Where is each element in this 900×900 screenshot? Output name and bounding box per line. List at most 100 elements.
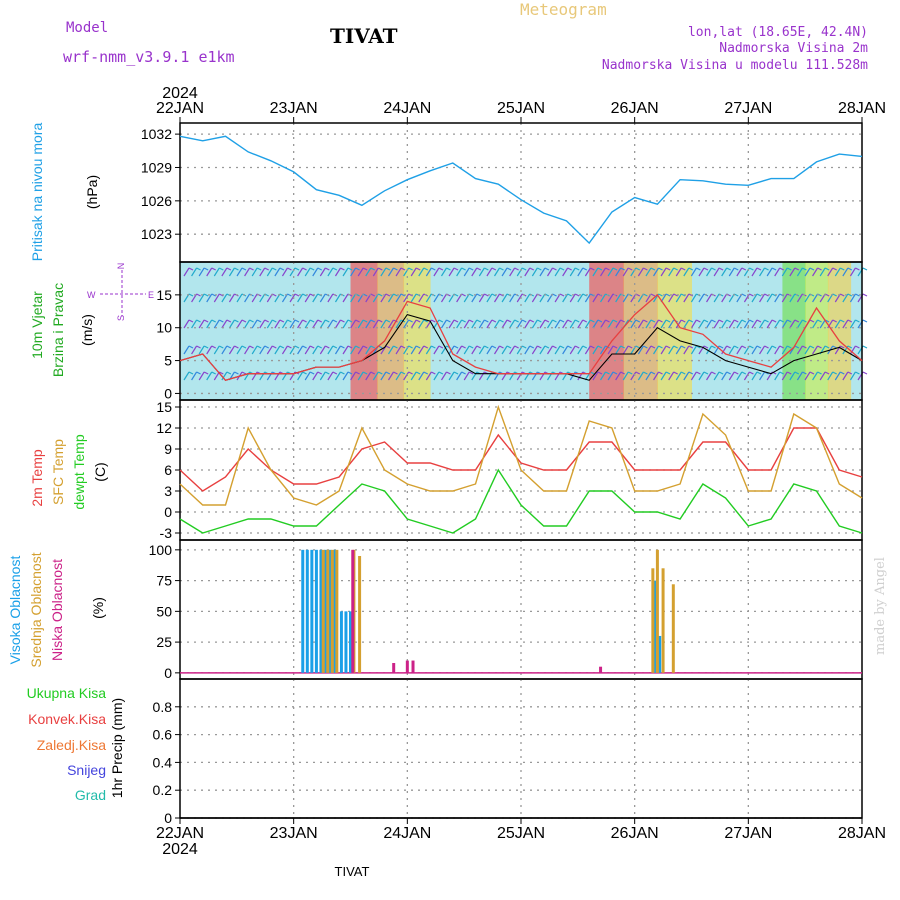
wind-barb	[448, 371, 455, 381]
y-label-precip-0: Ukupna Kisa	[27, 685, 107, 701]
temperature-series-1	[179, 404, 863, 506]
wind-barb	[340, 267, 345, 271]
compass-west: W	[87, 290, 96, 300]
wind-barb	[728, 371, 735, 381]
cloud-bar	[301, 549, 305, 673]
wind-barb	[630, 293, 637, 303]
wind-barb	[259, 345, 266, 355]
wind-barb	[736, 371, 743, 381]
wind-barb	[706, 345, 713, 355]
wind-barb	[340, 319, 345, 323]
wind-barb	[766, 267, 773, 277]
wind-barb	[491, 293, 497, 297]
wind-barb	[211, 267, 216, 271]
wind-barb	[605, 371, 610, 375]
wind-barb	[675, 267, 682, 277]
wind-barb	[332, 267, 338, 271]
wind-barb	[431, 319, 436, 323]
wind-barb	[334, 319, 341, 329]
y-tick-label: 12	[156, 420, 172, 436]
wind-barb	[741, 267, 747, 271]
wind-barb	[211, 345, 216, 349]
wind-barb	[796, 293, 803, 303]
wind-barb	[196, 371, 201, 375]
wind-barb	[779, 319, 784, 323]
wind-barb	[544, 319, 550, 323]
wind-barb	[759, 319, 766, 329]
wind-barb	[690, 267, 697, 277]
model-elevation-text: Nadmorska Visina u modelu 111.528m	[601, 58, 868, 73]
wind-barb	[372, 371, 379, 381]
wind-barb	[433, 319, 440, 329]
wind-barb	[400, 293, 406, 297]
y-label-dewpt: dewpt Temp	[71, 434, 87, 509]
wind-barb	[357, 319, 364, 329]
wind-barb	[251, 267, 258, 277]
wind-barb	[350, 371, 357, 381]
wind-barb	[574, 267, 580, 271]
y-tick-label: 6	[164, 462, 172, 478]
wind-barb	[423, 267, 429, 271]
wind-barb	[385, 267, 391, 271]
wind-barb	[546, 267, 554, 277]
wind-barb	[456, 371, 463, 381]
compass-north: N	[116, 263, 126, 270]
wind-barb	[317, 319, 323, 323]
y-label-cloud-unit: (%)	[90, 597, 106, 619]
wind-barb	[577, 293, 584, 303]
wind-barb	[478, 345, 485, 355]
wind-barb	[630, 371, 637, 381]
wind-barb	[529, 345, 535, 349]
wind-barb	[403, 371, 410, 381]
wind-barb	[380, 371, 387, 381]
wind-barb	[832, 345, 837, 349]
wind-barb	[234, 319, 239, 323]
cloud-bar	[351, 549, 355, 673]
wind-barb	[236, 293, 243, 303]
coords-text: lon,lat (18.65E, 42.4N)	[687, 25, 868, 40]
cloud-bar	[323, 549, 327, 673]
y-tick-label: -3	[160, 525, 173, 541]
wind-barb	[751, 319, 758, 329]
wind-shading-band	[403, 262, 431, 400]
cloud-bar	[651, 568, 655, 673]
wind-barb	[577, 267, 584, 277]
wind-barb	[582, 267, 588, 271]
wind-barb	[622, 371, 629, 381]
wind-barb	[554, 319, 561, 329]
wind-barb	[849, 319, 856, 329]
wind-barb	[484, 267, 489, 271]
wind-barb	[380, 293, 387, 303]
wind-barb	[279, 293, 285, 297]
wind-barb	[281, 345, 288, 355]
wind-barb	[713, 371, 720, 381]
wind-barb	[509, 267, 516, 277]
wind-barb	[812, 267, 819, 277]
wind-barb	[395, 371, 402, 381]
wind-barb	[342, 371, 349, 381]
wind-barb	[211, 371, 216, 375]
wind-barb	[251, 293, 258, 303]
wind-barb	[706, 371, 713, 381]
y-label-wind-2: Brzina i Pravac	[50, 283, 66, 377]
wind-barb	[597, 345, 603, 349]
wind-barb	[675, 345, 682, 355]
wind-barb	[294, 345, 300, 349]
wind-barb	[327, 293, 334, 303]
wind-barb	[236, 345, 243, 355]
wind-barb	[438, 371, 444, 375]
wind-barb	[385, 345, 391, 349]
wind-barb	[244, 345, 251, 355]
y-tick-label: 0.2	[153, 782, 173, 798]
y-tick-label: 1032	[141, 126, 172, 142]
wind-barb	[862, 293, 868, 297]
wind-barb	[198, 345, 205, 355]
wind-barb	[319, 345, 326, 355]
wind-barb	[660, 267, 667, 277]
wind-barb	[736, 267, 743, 277]
wind-barb	[213, 319, 220, 329]
wind-barb	[779, 371, 784, 375]
wind-barb	[378, 267, 383, 271]
wind-barb	[385, 293, 391, 297]
wind-barb	[779, 293, 784, 297]
